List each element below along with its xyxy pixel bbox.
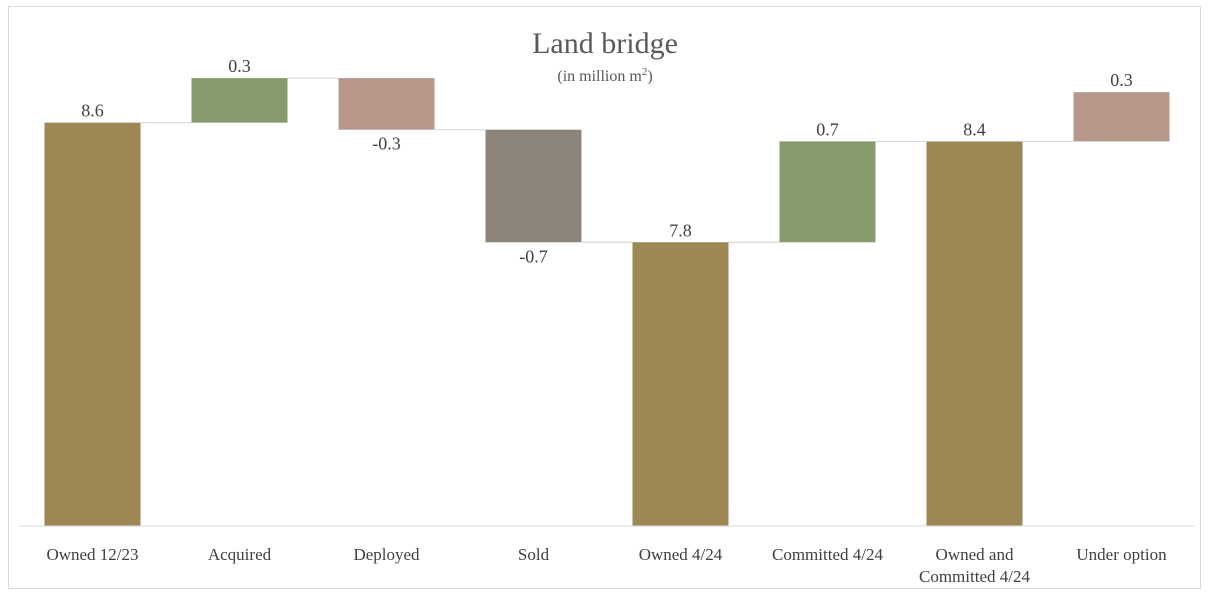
data-label-7: 0.3	[1110, 70, 1133, 90]
data-label-2: -0.3	[372, 134, 401, 154]
data-label-1: 0.3	[228, 56, 251, 76]
bars-group: 8.6 Owned 12/23 0.3 Acquired -0.3 Deployed -0.…	[44, 56, 1170, 586]
data-label-0: 8.6	[81, 101, 104, 121]
category-label-3: Sold	[518, 545, 550, 564]
bar-1	[191, 78, 288, 123]
bar-3	[485, 129, 582, 243]
category-label-line: Committed 4/24	[772, 545, 883, 564]
category-label-line: Owned 12/23	[46, 545, 138, 564]
chart-title: Land bridge	[532, 27, 678, 60]
subtitle-prefix: (in million m	[557, 68, 642, 85]
bar-0	[44, 122, 141, 526]
category-label-line: Owned and	[936, 545, 1014, 564]
category-label-line: Sold	[518, 545, 550, 564]
category-label-line: Acquired	[208, 545, 272, 564]
data-label-6: 8.4	[963, 119, 986, 139]
bar-5	[779, 141, 876, 243]
data-label-4: 7.8	[669, 220, 692, 240]
category-label-line: Committed 4/24	[919, 567, 1030, 586]
subtitle-suffix: )	[647, 68, 652, 85]
category-label-0: Owned 12/23	[46, 545, 138, 564]
category-label-5: Committed 4/24	[772, 545, 883, 564]
category-label-2: Deployed	[353, 545, 420, 564]
category-label-4: Owned 4/24	[639, 545, 723, 564]
data-label-5: 0.7	[816, 119, 839, 139]
chart-subtitle: (in million m2)	[557, 66, 652, 85]
waterfall-chart: Land bridge (in million m2) 8.6 Owned 12/…	[19, 27, 1195, 586]
category-label-1: Acquired	[208, 545, 272, 564]
data-label-3: -0.7	[519, 246, 548, 266]
chart-frame: Land bridge (in million m2) 8.6 Owned 12/…	[8, 6, 1201, 589]
bar-7	[1073, 92, 1170, 142]
subtitle-superscript: 2	[642, 66, 648, 78]
bar-2	[338, 78, 435, 130]
category-label-6: Owned and Committed 4/24	[919, 545, 1030, 586]
bar-4	[632, 242, 729, 526]
category-label-line: Owned 4/24	[639, 545, 723, 564]
category-label-7: Under option	[1076, 545, 1167, 564]
category-label-line: Under option	[1076, 545, 1167, 564]
category-label-line: Deployed	[353, 545, 420, 564]
bar-6	[926, 141, 1023, 527]
